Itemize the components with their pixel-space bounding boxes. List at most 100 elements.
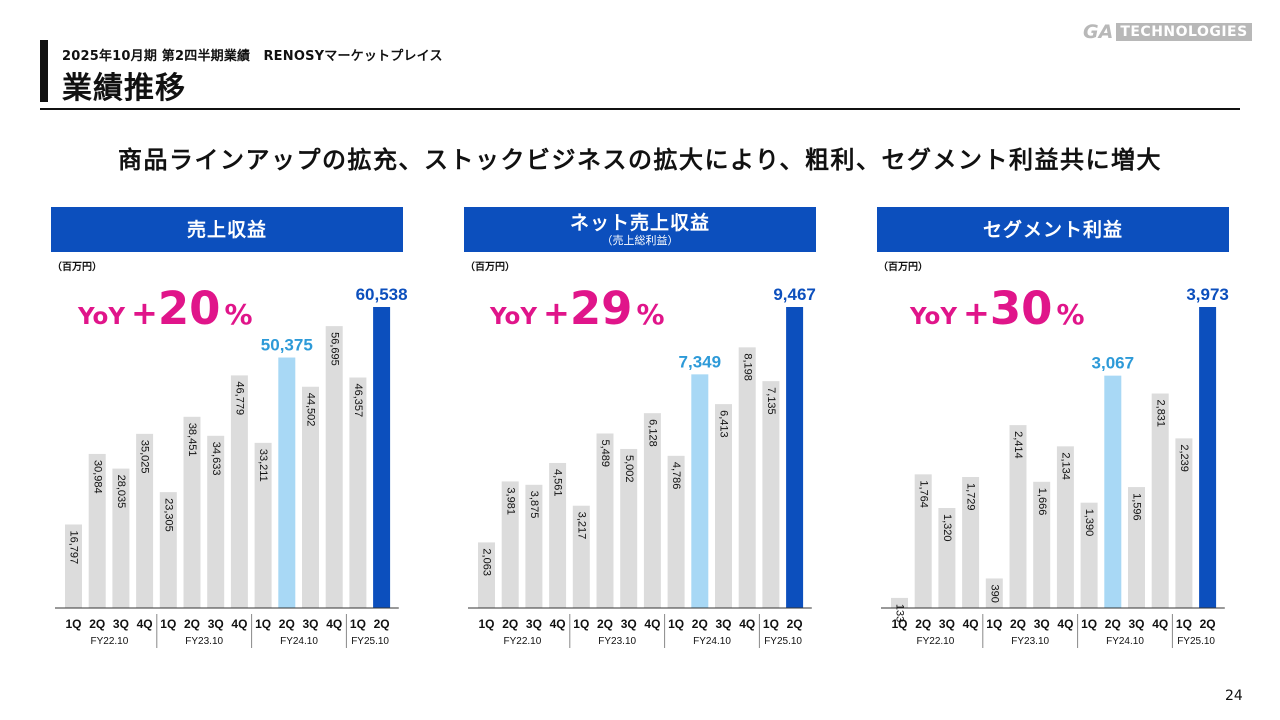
yoy-growth-revenue: YoY +20% [78, 282, 253, 335]
bar [1056, 446, 1074, 608]
quarter-tick-label: 2Q [787, 617, 803, 631]
quarter-tick-label: 4Q [644, 617, 660, 631]
bar [620, 448, 638, 608]
yoy-plus: + [543, 294, 570, 332]
quarter-tick-label: 1Q [763, 617, 779, 631]
data-label: 2,239 [1178, 444, 1190, 472]
bar [254, 442, 272, 608]
bar [1104, 375, 1122, 608]
quarter-tick-label: 4Q [550, 617, 566, 631]
bar [302, 386, 319, 608]
bar [786, 307, 804, 608]
data-label: 35,025 [139, 440, 151, 474]
bar [572, 505, 590, 608]
yoy-percent: % [224, 298, 253, 331]
quarter-tick-label: 3Q [1128, 617, 1144, 631]
yoy-value: 30 [989, 282, 1053, 335]
yoy-plus: + [963, 294, 990, 332]
fiscal-year-label: FY22.10 [503, 636, 541, 647]
quarter-tick-label: 1Q [1176, 617, 1192, 631]
data-label: 16,797 [68, 530, 80, 564]
data-label: 8,198 [741, 353, 753, 381]
data-label: 6,413 [718, 410, 730, 438]
bar [1151, 393, 1169, 608]
quarter-tick-label: 3Q [302, 617, 318, 631]
quarter-tick-label: 3Q [208, 617, 224, 631]
bar [230, 375, 248, 608]
quarter-tick-label: 1Q [891, 617, 907, 631]
fiscal-year-label: FY24.10 [693, 636, 731, 647]
data-label: 46,357 [352, 384, 364, 418]
title-accent-bar [40, 40, 48, 102]
fiscal-year-label: FY23.10 [598, 636, 636, 647]
data-label: 7,135 [765, 387, 777, 415]
bar [762, 381, 780, 608]
quarter-tick-label: 1Q [986, 617, 1002, 631]
unit-label: （百万円） [465, 262, 515, 273]
bar [691, 374, 709, 608]
bar [501, 481, 519, 608]
data-label: 23,305 [162, 498, 174, 532]
quarter-tick-label: 4Q [326, 617, 342, 631]
data-label: 5,489 [599, 439, 611, 467]
bar [1033, 481, 1051, 608]
data-label: 3,981 [504, 487, 516, 515]
panel-header-revenue: 売上収益 [51, 207, 403, 252]
data-label: 1,666 [1036, 488, 1048, 516]
panel-subtitle: （売上総利益） [601, 234, 679, 247]
yoy-value: 29 [569, 282, 633, 335]
quarter-tick-label: 3Q [113, 617, 129, 631]
revenue-bar-chart: 16,797 1Q 30,984 2Q 28,035 3Q 35,025 4Q 23,305 1Q… [55, 285, 408, 648]
quarter-tick-label: 3Q [715, 617, 731, 631]
quarter-tick-label: 2Q [1200, 617, 1216, 631]
data-label: 2,831 [1154, 400, 1166, 428]
yoy-label: YoY [490, 304, 537, 330]
fiscal-year-label: FY25.10 [764, 636, 802, 647]
quarter-tick-label: 2Q [915, 617, 931, 631]
fiscal-year-label: FY23.10 [185, 636, 223, 647]
bar [549, 462, 567, 608]
panel-title: セグメント利益 [982, 218, 1123, 241]
bar [525, 484, 543, 608]
data-label: 46,779 [233, 381, 245, 415]
data-label: 3,875 [528, 491, 540, 519]
bar [938, 507, 956, 608]
panel-title: 売上収益 [186, 218, 267, 241]
bar [183, 416, 201, 608]
data-label: 2,063 [481, 548, 493, 576]
bar [1080, 502, 1098, 608]
quarter-tick-label: 1Q [1081, 617, 1097, 631]
quarter-tick-label: 2Q [279, 617, 295, 631]
yoy-percent: % [636, 298, 665, 331]
fiscal-year-label: FY24.10 [1106, 636, 1144, 647]
data-label: 2,414 [1012, 431, 1024, 459]
bar [207, 435, 225, 608]
quarter-tick-label: 2Q [1105, 617, 1121, 631]
fiscal-year-label: FY23.10 [1011, 636, 1049, 647]
yoy-plus: + [131, 294, 158, 332]
data-label: 1,596 [1131, 493, 1143, 521]
yoy-value: 20 [157, 282, 221, 335]
yoy-growth-segment-profit: YoY +30% [910, 282, 1085, 335]
headline: 商品ラインアップの拡充、ストックビジネスの拡大により、粗利、セグメント利益共に増… [117, 146, 1163, 174]
data-label: 30,984 [91, 460, 103, 494]
bar [278, 357, 296, 608]
data-label: 1,764 [917, 480, 929, 508]
unit-label: （百万円） [52, 262, 102, 273]
bar [478, 542, 495, 608]
panel-title: ネット売上収益 [569, 212, 710, 234]
bar [715, 404, 732, 608]
data-label: 38,451 [186, 423, 198, 457]
yoy-growth-net-revenue: YoY +29% [490, 282, 665, 335]
bar [349, 377, 367, 608]
quarter-tick-label: 3Q [939, 617, 955, 631]
quarter-tick-label: 1Q [160, 617, 176, 631]
fiscal-year-label: FY22.10 [90, 636, 128, 647]
bar [914, 474, 932, 608]
logo-technologies: TECHNOLOGIES [1116, 23, 1252, 41]
data-label: 34,633 [210, 442, 222, 476]
data-label: 56,695 [328, 332, 340, 366]
yoy-label: YoY [910, 304, 957, 330]
quarter-tick-label: 2Q [692, 617, 708, 631]
bar [1128, 487, 1145, 608]
